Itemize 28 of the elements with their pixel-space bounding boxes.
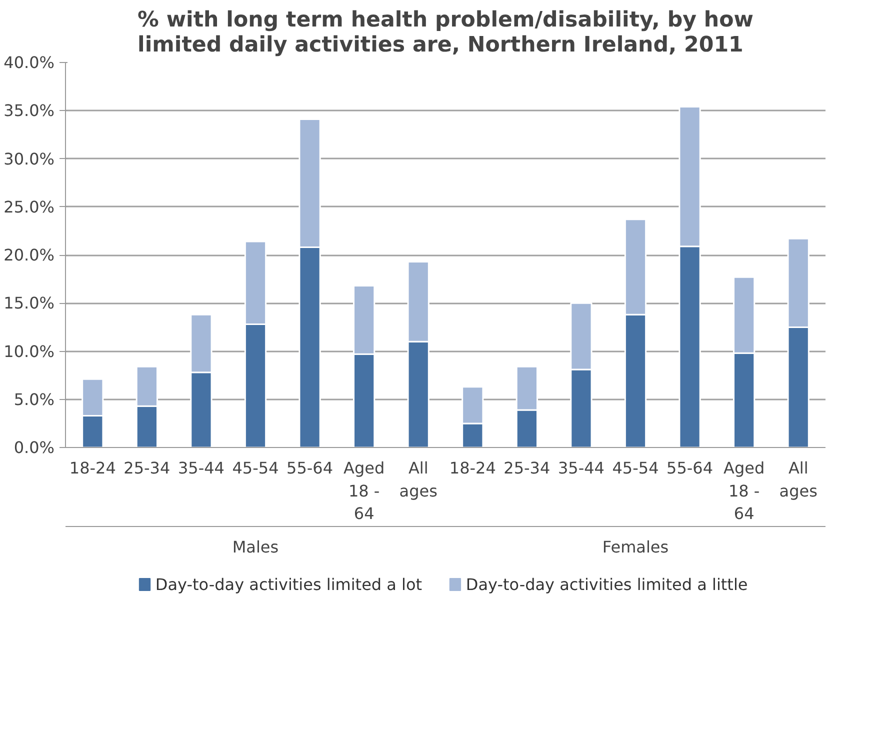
chart-title: % with long term health problem/disability, by how limited daily activities are, Northern Ireland, 2011 (138, 8, 754, 58)
y-tick-label: 15.0% (4, 294, 54, 313)
x-tick-label: 45-54 (612, 458, 659, 478)
x-tick-label: 35-44 (178, 458, 224, 478)
x-tick-label: 45-54 (232, 458, 279, 478)
x-tick-label: 55-64 (666, 458, 714, 478)
x-tick-label: Aged 18 - 64 (344, 458, 385, 524)
x-tick-label: 18-24 (69, 458, 116, 478)
x-tick-label: 25-34 (124, 458, 170, 478)
x-tick-label: All ages (399, 458, 438, 500)
x-tick-label: All ages (779, 458, 818, 500)
text: Males (232, 538, 279, 556)
y-tick-label: 5.0% (14, 390, 55, 409)
legend-label: Day-to-day activities limited a lot (155, 575, 422, 594)
x-tick-label: Aged 18 - 64 (724, 458, 765, 524)
y-tick-label: 25.0% (4, 197, 54, 216)
x-tick-label: 35-44 (558, 458, 604, 478)
y-tick-label: 10.0% (4, 342, 54, 361)
y-tick-label: 35.0% (4, 101, 54, 120)
y-tick-label: 40.0% (4, 53, 54, 72)
x-tick-label: 25-34 (504, 458, 550, 478)
x-tick-label: 55-64 (286, 458, 334, 478)
x-tick-label: 18-24 (449, 458, 496, 478)
legend-label: Day-to-day activities limited a little (466, 575, 748, 594)
y-tick-label: 20.0% (4, 246, 54, 264)
y-tick-label: 30.0% (4, 149, 54, 168)
text: Females (602, 538, 669, 556)
y-tick-label: 0.0% (14, 438, 55, 457)
